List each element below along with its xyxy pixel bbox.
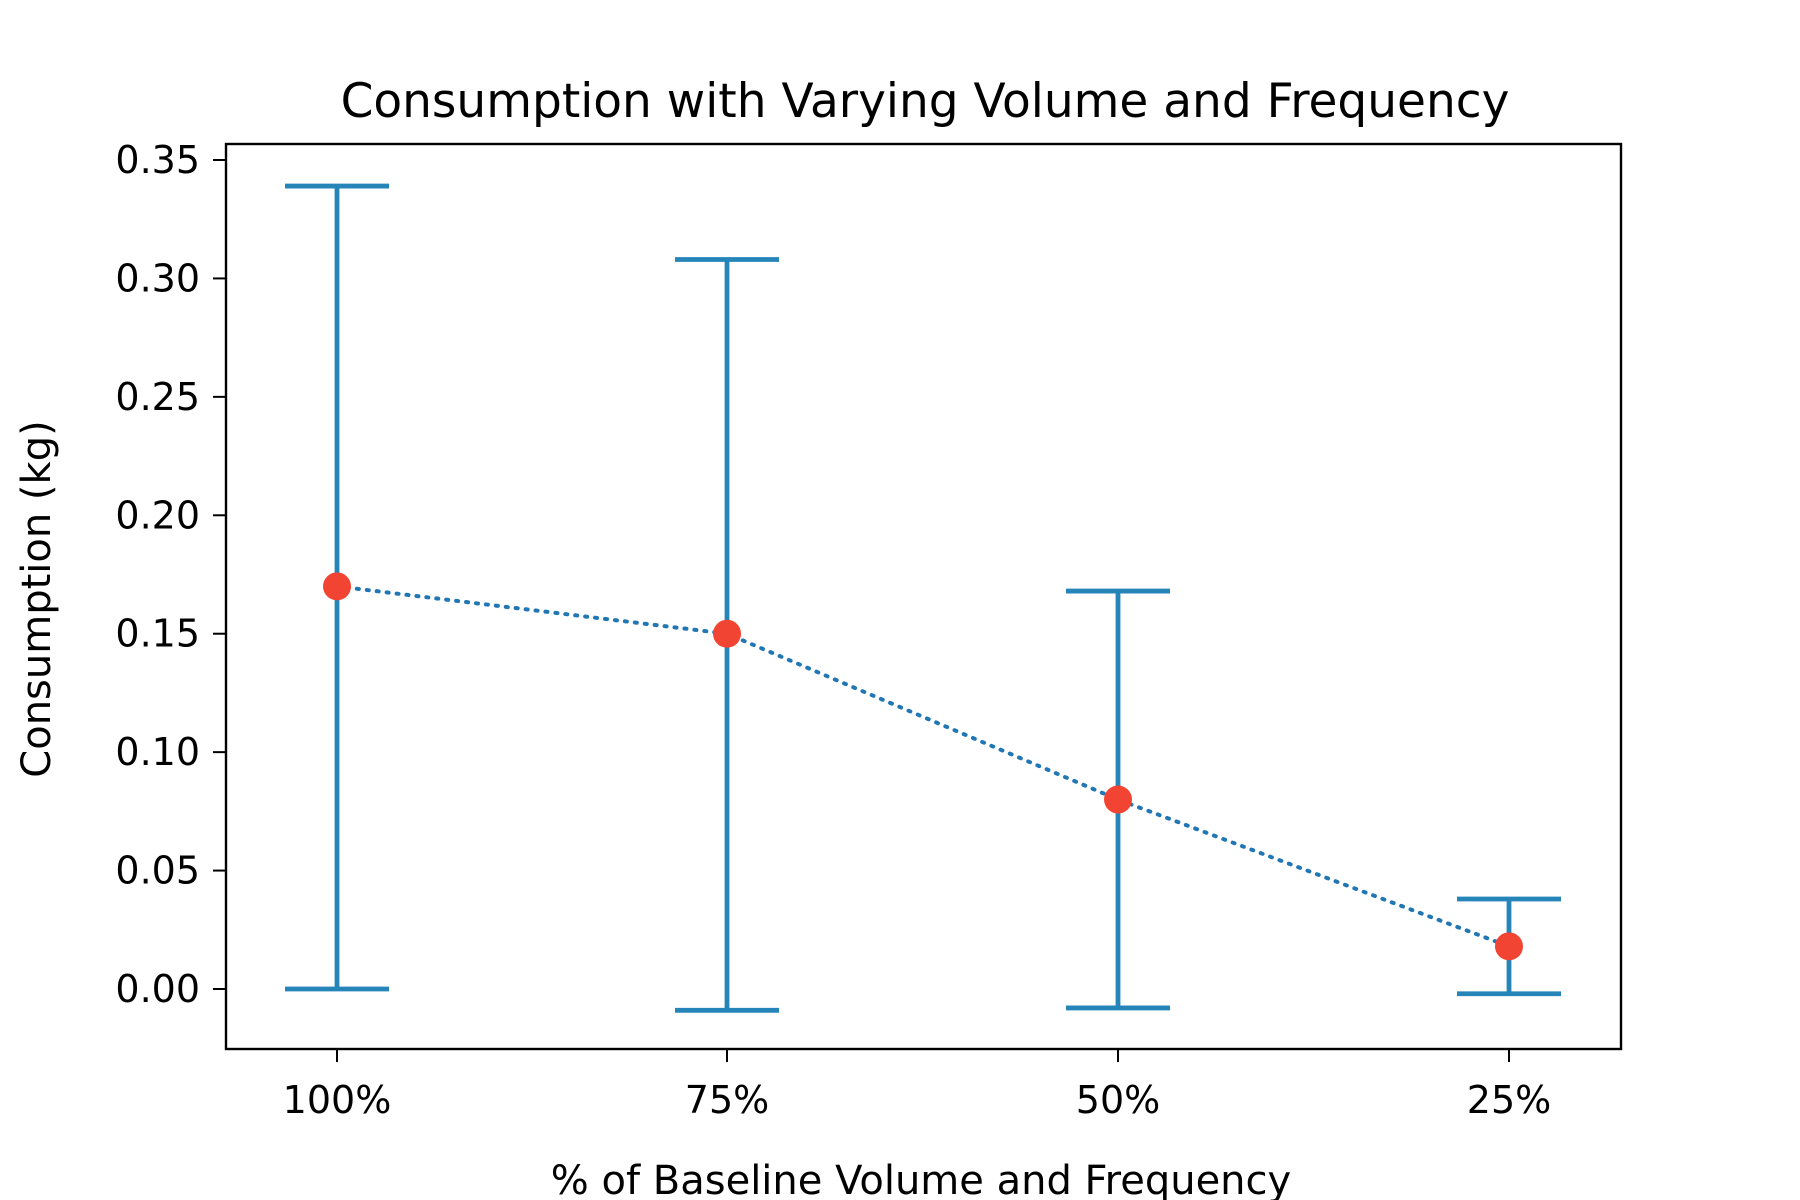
plot-frame (224, 142, 1623, 1051)
series-line (335, 584, 1511, 949)
data-point (713, 619, 741, 648)
y-axis-label: Consumption (kg) (14, 420, 60, 777)
y-tick-label: 0.15 (115, 612, 200, 656)
data-point (1495, 932, 1523, 961)
x-tick-label: 75% (685, 1078, 769, 1122)
y-tick-label: 0.25 (115, 375, 200, 419)
x-tick-label: 25% (1467, 1078, 1551, 1122)
data-point (1104, 785, 1132, 814)
x-tick-label: 50% (1076, 1078, 1160, 1122)
data-point (323, 572, 351, 601)
x-tick-label: 100% (283, 1078, 392, 1122)
chart-title: Consumption with Varying Volume and Freq… (341, 74, 1510, 129)
y-tick-label: 0.30 (115, 256, 200, 300)
y-tick-label: 0.20 (115, 493, 200, 537)
plot-layer: 0.00 0.05 0.10 0.15 0.20 0.25 0.30 0.35 100% 75% 5… (115, 138, 1623, 1122)
y-tick-label: 0.35 (115, 138, 200, 182)
x-axis-label: % of Baseline Volume and Frequency (551, 1158, 1291, 1200)
y-tick-label: 0.10 (115, 730, 200, 774)
y-tick-label: 0.00 (115, 967, 200, 1011)
y-tick-label: 0.05 (115, 849, 200, 893)
